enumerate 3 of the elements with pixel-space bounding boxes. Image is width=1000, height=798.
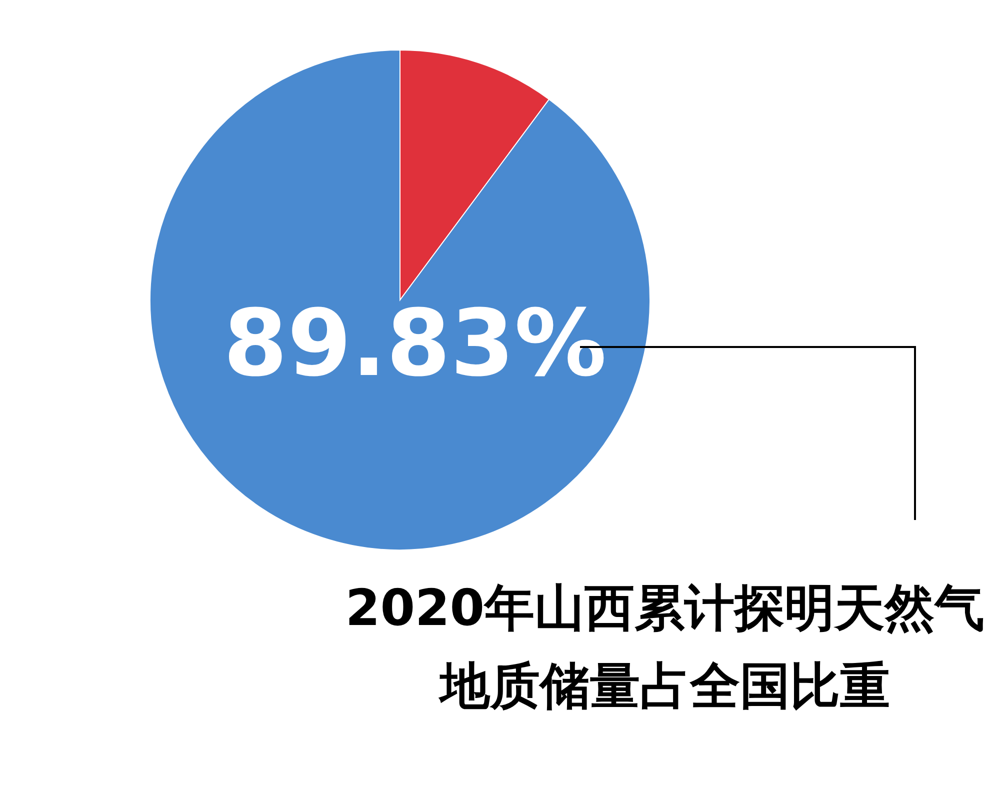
data-label: 89.83% [223,290,607,397]
pie-slice [150,50,650,550]
slice-label: 2020年山西累计探明天然气地质储量占全国比重 [345,579,985,715]
